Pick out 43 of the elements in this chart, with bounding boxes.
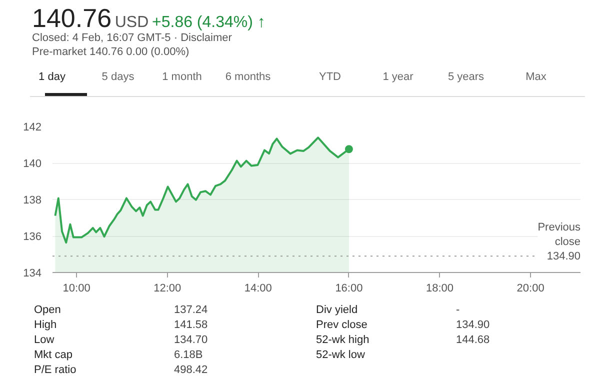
text: 137.24 <box>174 303 208 318</box>
x-tick-label: 12:00 <box>154 282 182 294</box>
text: 1 year <box>382 70 414 85</box>
text: - <box>456 303 460 318</box>
text: Pre-market 140.76 0.00 (0.00%) <box>32 45 190 60</box>
text: Max <box>526 70 546 85</box>
text: 5 years <box>448 70 484 85</box>
y-tick-label: 136 <box>23 231 42 243</box>
text: 6.18B <box>174 348 203 363</box>
text: High <box>34 318 57 333</box>
chart-title: 140.76 <box>32 3 112 33</box>
text: +5.86 (4.34%) ↑ <box>152 14 266 31</box>
text: 134.70 <box>174 333 208 348</box>
annotation: 134.90 <box>546 250 581 262</box>
text: YTD <box>319 70 341 85</box>
text: 498.42 <box>174 363 208 378</box>
text: 5 days <box>102 70 134 85</box>
x-tick-label: 10:00 <box>62 282 90 294</box>
text: Low <box>34 333 54 348</box>
y-tick-label: 140 <box>23 158 42 170</box>
y-tick-label: 134 <box>23 268 42 280</box>
x-tick-label: 16:00 <box>335 282 363 294</box>
text: 134.90 <box>456 319 490 331</box>
text: 144.68 <box>456 333 490 348</box>
text: 1 day <box>38 70 66 85</box>
text: Open <box>34 303 61 318</box>
text: 52-wk low <box>316 348 365 363</box>
chart-subtitle: USD <box>114 14 149 31</box>
text: Mkt cap <box>34 348 73 363</box>
text: 141.58 <box>174 318 208 333</box>
x-tick-label: 20:00 <box>516 282 544 294</box>
ref-line-label: Previous close <box>538 222 581 248</box>
x-tick-label: 18:00 <box>426 282 454 294</box>
text: Closed: 4 Feb, 16:07 GMT-5 · Disclaimer <box>32 31 232 46</box>
text: Prev close <box>316 318 368 333</box>
y-tick-label: 138 <box>23 194 42 206</box>
y-tick-label: 142 <box>23 122 42 134</box>
x-tick-label: 14:00 <box>244 282 272 294</box>
text: Div yield <box>316 303 358 318</box>
text: 6 months <box>225 70 271 85</box>
text: 52-wk high <box>316 333 370 348</box>
text: 1 month <box>162 70 202 85</box>
text: P/E ratio <box>34 363 76 378</box>
